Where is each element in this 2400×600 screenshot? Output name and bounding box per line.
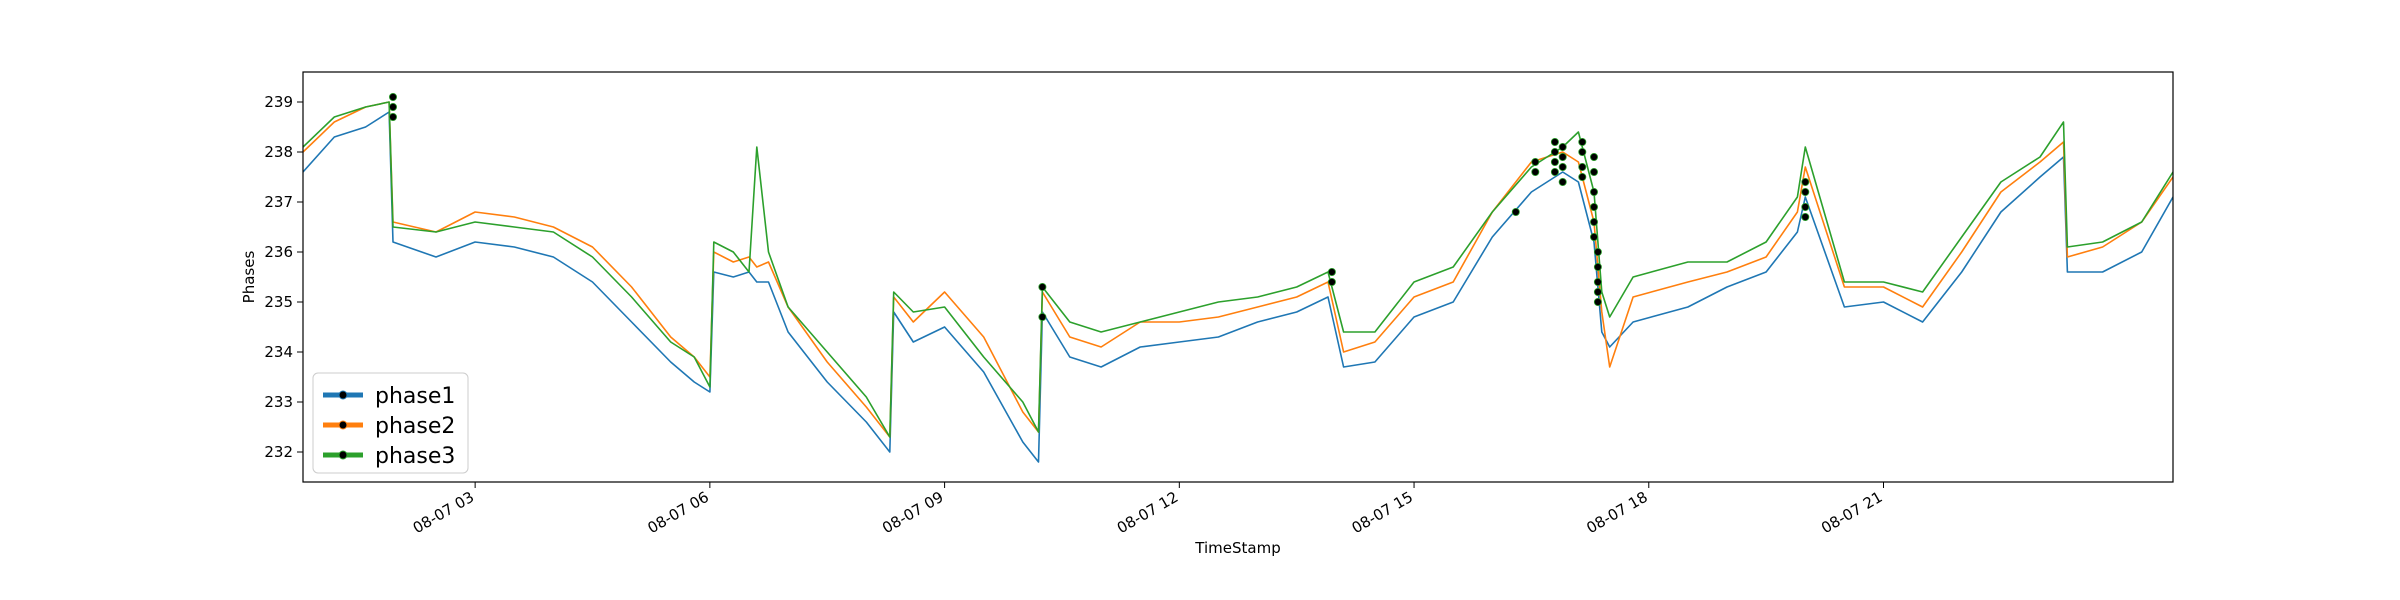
anomaly-marker	[1590, 167, 1599, 176]
anomaly-marker	[1593, 247, 1602, 256]
anomaly-marker	[1801, 212, 1810, 221]
anomaly-marker	[1590, 187, 1599, 196]
series-line-phase2	[303, 101, 2173, 438]
anomaly-marker	[1511, 207, 1520, 216]
anomaly-marker	[1327, 277, 1336, 286]
legend-marker-icon	[338, 450, 348, 460]
anomaly-marker	[1590, 217, 1599, 226]
y-tick-label: 236	[264, 243, 293, 261]
y-axis: 232 233 234 235 236 237 238 239	[264, 93, 303, 461]
anomaly-marker	[1558, 177, 1567, 186]
anomaly-marker	[1558, 162, 1567, 171]
anomaly-marker	[1801, 187, 1810, 196]
anomaly-marker	[1550, 147, 1559, 156]
y-tick-label: 235	[264, 293, 293, 311]
anomaly-marker	[1578, 162, 1587, 171]
anomaly-marker	[1590, 152, 1599, 161]
y-tick-label: 232	[264, 443, 293, 461]
y-tick-label: 233	[264, 393, 293, 411]
anomaly-marker	[1590, 202, 1599, 211]
anomaly-marker	[1593, 287, 1602, 296]
anomaly-marker	[1038, 282, 1047, 291]
legend-box	[312, 372, 469, 474]
plot-series-group	[303, 101, 2173, 463]
anomaly-marker	[1038, 312, 1047, 321]
x-axis-title: TimeStamp	[1194, 539, 1280, 557]
legend-label-phase2: phase2	[375, 414, 455, 439]
anomaly-marker	[1550, 137, 1559, 146]
legend-label-phase3: phase3	[375, 444, 455, 469]
y-tick-label: 237	[264, 193, 293, 211]
anomaly-marker	[1593, 262, 1602, 271]
anomaly-marker	[1590, 232, 1599, 241]
anomaly-marker	[1550, 157, 1559, 166]
anomaly-marker	[1578, 147, 1587, 156]
anomaly-marker	[1801, 202, 1810, 211]
anomaly-marker	[1593, 297, 1602, 306]
series-line-phase3	[303, 101, 2173, 438]
anomaly-marker	[1531, 167, 1540, 176]
series-line-phase1	[303, 111, 2173, 463]
anomaly-marker	[1531, 157, 1540, 166]
anomaly-marker	[1801, 177, 1810, 186]
anomaly-marker	[388, 113, 397, 122]
anomaly-marker	[388, 103, 397, 112]
anomaly-marker	[1593, 277, 1602, 286]
y-tick-label: 238	[264, 143, 293, 161]
plot-frame	[302, 71, 2174, 483]
anomaly-marker	[1578, 172, 1587, 181]
legend-label-phase1: phase1	[375, 384, 455, 409]
legend-marker-icon	[338, 390, 348, 400]
y-tick-label: 234	[264, 343, 293, 361]
y-axis-title: Phases	[240, 251, 258, 304]
plot-markers-group	[388, 93, 1810, 321]
anomaly-marker	[1578, 137, 1587, 146]
anomaly-marker	[1327, 267, 1336, 276]
anomaly-marker	[1558, 152, 1567, 161]
anomaly-marker	[1550, 167, 1559, 176]
anomaly-marker	[1558, 142, 1567, 151]
anomaly-marker	[388, 93, 397, 102]
legend: phase1 phase2 phase3	[312, 372, 469, 474]
legend-marker-icon	[338, 420, 348, 430]
y-tick-label: 239	[264, 93, 293, 111]
